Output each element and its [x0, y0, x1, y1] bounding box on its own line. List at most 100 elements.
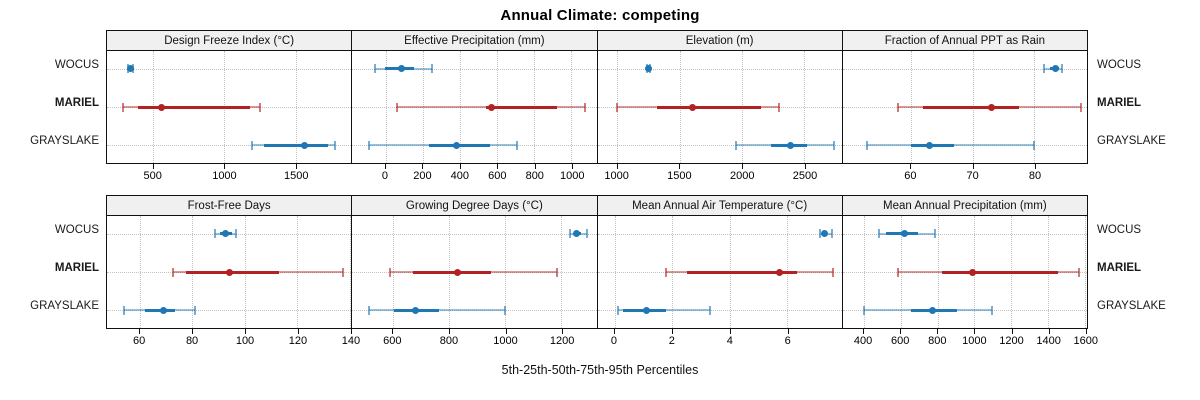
- panel-strip: Design Freeze Index (°C): [106, 30, 353, 51]
- tick-label: 2500: [792, 170, 818, 182]
- tick-mark: [1035, 164, 1036, 169]
- median-dot: [225, 268, 233, 276]
- tick-label: 1000: [212, 170, 237, 182]
- tick-mark: [742, 164, 744, 169]
- median-dot: [411, 306, 419, 314]
- whisker-cap-5th: [213, 229, 216, 239]
- whisker-cap-5th: [171, 267, 174, 277]
- tick-label: 1500: [284, 170, 309, 182]
- gridline-horizontal: [107, 145, 352, 147]
- whisker-cap-95th: [584, 102, 587, 112]
- median-dot: [688, 103, 696, 111]
- iqr-bar-25-75: [686, 270, 798, 274]
- tick-mark: [679, 164, 681, 169]
- gridline-horizontal: [597, 68, 842, 70]
- plot-area: [106, 51, 353, 164]
- tick-label: 1000: [559, 170, 585, 182]
- tick-label: 4: [726, 335, 733, 347]
- tick-label: 70: [966, 170, 979, 182]
- median-dot: [1051, 65, 1059, 73]
- tick-label: 600: [891, 335, 910, 347]
- whisker-cap-95th: [933, 229, 936, 239]
- iqr-bar-25-75: [485, 105, 558, 109]
- tick-mark: [192, 329, 194, 334]
- plot-area: [351, 51, 598, 164]
- whisker-cap-95th: [1079, 102, 1082, 112]
- panel-row-1: WOCUS MARIEL GRAYSLAKE Design Freeze Index …: [0, 30, 1200, 189]
- whisker-cap-95th: [342, 267, 345, 277]
- iqr-bar-25-75: [137, 105, 251, 109]
- gridline-horizontal: [597, 145, 842, 147]
- gridline-horizontal: [597, 233, 842, 235]
- tick-label: 100: [235, 335, 255, 347]
- chart-title: Annual Climate: competing: [500, 7, 700, 24]
- whisker-cap-95th: [1078, 267, 1081, 277]
- tick-label: 1000: [604, 170, 629, 182]
- tick-label: 200: [413, 170, 432, 182]
- tick-mark: [613, 329, 615, 334]
- group-label-mariel: MARIEL: [1097, 97, 1142, 109]
- panel: Effective Precipitation (mm) 0 200 400 600 80…: [351, 30, 598, 189]
- median-dot: [645, 65, 653, 73]
- median-dot: [221, 230, 229, 238]
- x-axis: 500 1000 1500: [106, 164, 352, 189]
- whisker-cap-5th: [389, 267, 392, 277]
- panel-grid: WOCUS MARIEL GRAYSLAKE Design Freeze Index …: [0, 30, 1200, 354]
- tick-label: 120: [288, 335, 308, 347]
- panel-strip: Mean Annual Precipitation (mm): [841, 195, 1088, 216]
- whisker-cap-95th: [234, 229, 237, 239]
- tick-mark: [296, 164, 298, 169]
- tick-label: 0: [381, 170, 389, 182]
- median-dot: [928, 306, 936, 314]
- whisker-cap-5th: [250, 140, 253, 150]
- panel: Fraction of Annual PPT as Rain 60 70 80: [841, 30, 1088, 189]
- panels: Design Freeze Index (°C) 500 1000 1500 Effec…: [106, 30, 1088, 189]
- tick-mark: [1048, 329, 1050, 334]
- plot-area: [596, 51, 843, 164]
- panel: Growing Degree Days (°C) 600 800 1000 1200: [351, 195, 598, 354]
- whisker-cap-95th: [708, 305, 711, 315]
- tick-mark: [616, 164, 618, 169]
- gridline-horizontal: [842, 310, 1087, 312]
- whisker-cap-95th: [778, 102, 781, 112]
- tick-label: 1200: [999, 335, 1024, 347]
- panel-title: Effective Precipitation (mm): [404, 34, 545, 47]
- median-dot: [397, 65, 405, 73]
- tick-mark: [459, 164, 461, 169]
- tick-mark: [422, 164, 424, 169]
- panel-strip: Mean Annual Air Temperature (°C): [596, 195, 843, 216]
- tick-mark: [350, 329, 352, 334]
- tick-mark: [245, 329, 246, 334]
- median-dot: [642, 306, 650, 314]
- whisker-cap-95th: [833, 140, 836, 150]
- whisker-cap-95th: [431, 64, 434, 74]
- tick-label: 600: [383, 335, 402, 347]
- tick-mark: [224, 164, 226, 169]
- panel-strip: Elevation (m): [596, 30, 843, 51]
- tick-mark: [1011, 329, 1013, 334]
- whisker-cap-5th: [568, 229, 571, 239]
- group-label-grayslake: GRAYSLAKE: [30, 135, 99, 148]
- panel-strip: Frost-Free Days: [106, 195, 353, 216]
- whisker-cap-5th: [123, 305, 126, 315]
- tick-label: 2: [668, 335, 675, 347]
- whisker-cap-5th: [665, 267, 668, 277]
- tick-mark: [534, 164, 536, 169]
- group-label-mariel: MARIEL: [54, 262, 99, 274]
- panel-title: Growing Degree Days (°C): [405, 199, 543, 212]
- group-label-wocus: WOCUS: [54, 223, 99, 236]
- panel-row-2: WOCUS MARIEL GRAYSLAKE Frost-Free Days 60 80 1…: [0, 195, 1200, 354]
- panels: Frost-Free Days 60 80 100 120 140 Growing Degr…: [106, 195, 1098, 354]
- tick-label: 1500: [667, 170, 692, 182]
- panel-title: Fraction of Annual PPT as Rain: [884, 34, 1045, 47]
- x-axis: 0 200 400 600 800 1000: [351, 164, 597, 189]
- whisker-cap-5th: [368, 305, 371, 315]
- group-label-wocus: WOCUS: [1097, 223, 1142, 236]
- tick-mark: [787, 329, 789, 334]
- x-axis: 1000 1500 2000 2500: [597, 164, 843, 189]
- group-labels-left: WOCUS MARIEL GRAYSLAKE: [0, 30, 106, 189]
- tick-mark: [1085, 329, 1087, 334]
- tick-label: 0: [610, 335, 617, 347]
- median-dot: [454, 268, 462, 276]
- median-dot: [126, 65, 134, 73]
